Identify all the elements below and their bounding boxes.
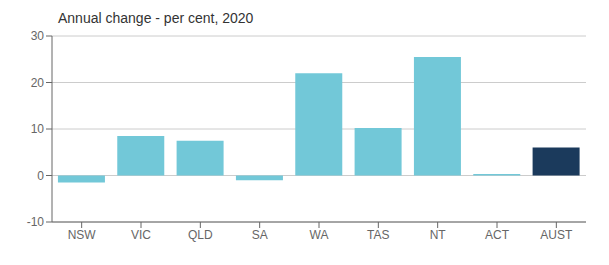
html-text:Annual change - per cent, 2020: Annual change - per cent, 2020	[58, 10, 254, 26]
svg-text:QLD: QLD	[188, 228, 213, 242]
svg-text:-10: -10	[27, 215, 45, 229]
svg-text:SA: SA	[252, 228, 268, 242]
svg-text:20: 20	[31, 76, 45, 90]
svg-text:VIC: VIC	[131, 228, 151, 242]
svg-text:WA: WA	[310, 228, 329, 242]
svg-text:NSW: NSW	[68, 228, 97, 242]
svg-text:NT: NT	[430, 228, 447, 242]
svg-text:TAS: TAS	[367, 228, 389, 242]
svg-text:ACT: ACT	[485, 228, 510, 242]
svg-text:10: 10	[31, 122, 45, 136]
svg-text:AUST: AUST	[540, 228, 573, 242]
svg-text:30: 30	[31, 29, 45, 43]
svg-text:0: 0	[37, 169, 44, 183]
